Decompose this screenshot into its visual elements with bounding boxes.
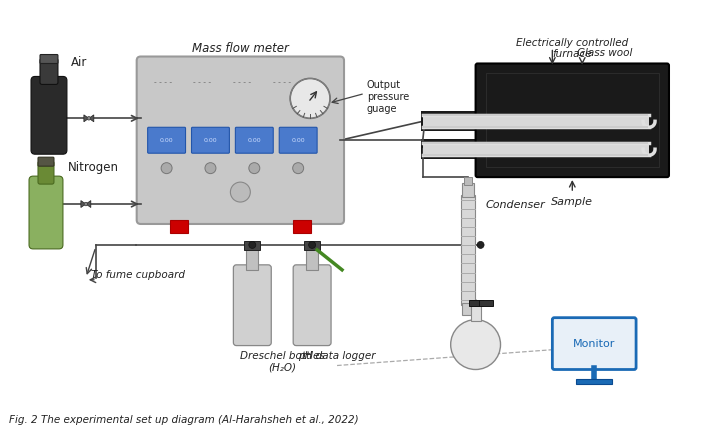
Text: - - - -: - - - - (233, 78, 251, 87)
Bar (293, 220, 311, 233)
Bar (170, 220, 187, 233)
Circle shape (87, 117, 91, 120)
Text: Monitor: Monitor (573, 339, 616, 349)
Bar (462, 303, 474, 314)
Bar (423, 143, 649, 155)
Text: 0.00: 0.00 (291, 138, 305, 143)
Circle shape (205, 163, 216, 174)
FancyBboxPatch shape (192, 127, 230, 153)
Circle shape (84, 202, 88, 206)
Circle shape (230, 182, 251, 202)
Bar (486, 73, 659, 167)
Text: Output
pressure
guage: Output pressure guage (367, 80, 409, 114)
FancyBboxPatch shape (40, 54, 58, 64)
Text: Glass wool: Glass wool (577, 48, 633, 57)
Text: pH data logger: pH data logger (298, 350, 376, 361)
FancyBboxPatch shape (233, 265, 271, 346)
Circle shape (290, 79, 330, 118)
Text: - - - -: - - - - (194, 78, 211, 87)
FancyBboxPatch shape (38, 157, 54, 166)
Text: 0.00: 0.00 (248, 138, 261, 143)
Bar (462, 183, 474, 197)
FancyBboxPatch shape (137, 57, 344, 224)
Polygon shape (81, 200, 86, 207)
Bar (463, 177, 472, 185)
Circle shape (249, 163, 260, 174)
Text: - - - -: - - - - (273, 78, 291, 87)
Bar (306, 248, 318, 270)
Text: Nitrogen: Nitrogen (68, 161, 119, 174)
Circle shape (309, 241, 316, 248)
FancyBboxPatch shape (552, 318, 636, 369)
Text: Fig. 2 The experimental set up diagram (Al-Harahsheh et al., 2022): Fig. 2 The experimental set up diagram (… (9, 415, 359, 426)
Bar (470, 304, 481, 321)
Bar (423, 115, 649, 127)
FancyBboxPatch shape (29, 176, 63, 249)
Text: To fume cupboard: To fume cupboard (91, 270, 185, 280)
Circle shape (293, 163, 304, 174)
FancyBboxPatch shape (279, 127, 317, 153)
Bar (304, 241, 320, 250)
Circle shape (161, 163, 172, 174)
Bar (246, 248, 258, 270)
Polygon shape (86, 200, 91, 207)
Bar (461, 195, 475, 305)
Polygon shape (84, 115, 89, 122)
FancyBboxPatch shape (235, 127, 273, 153)
Text: Air: Air (71, 56, 87, 69)
Bar (576, 379, 612, 384)
Bar (420, 139, 651, 159)
Text: Electrically controlled
furnace: Electrically controlled furnace (516, 38, 628, 59)
FancyBboxPatch shape (40, 58, 58, 84)
Bar (423, 116, 649, 127)
Circle shape (477, 241, 484, 248)
FancyBboxPatch shape (475, 64, 669, 177)
Text: Dreschel bottles
(H₂O): Dreschel bottles (H₂O) (240, 350, 324, 372)
FancyBboxPatch shape (293, 265, 331, 346)
Bar (479, 300, 493, 306)
FancyBboxPatch shape (147, 127, 185, 153)
Polygon shape (89, 115, 94, 122)
Bar (420, 111, 651, 131)
Text: Mass flow meter: Mass flow meter (192, 41, 289, 54)
Bar (244, 241, 260, 250)
Text: 0.00: 0.00 (204, 138, 217, 143)
Bar (469, 300, 482, 306)
Text: - - - -: - - - - (154, 78, 172, 87)
Circle shape (451, 320, 501, 369)
Text: Sample: Sample (551, 197, 593, 207)
Circle shape (249, 241, 256, 248)
FancyBboxPatch shape (38, 161, 54, 184)
Text: 0.00: 0.00 (160, 138, 173, 143)
Text: Condenser: Condenser (486, 200, 545, 210)
FancyBboxPatch shape (31, 76, 67, 154)
Bar (423, 144, 649, 155)
